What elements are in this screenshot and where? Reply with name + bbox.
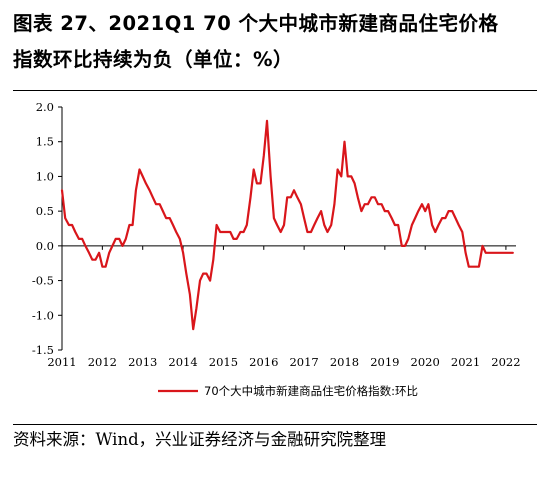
- y-tick-label: 0.5: [36, 204, 54, 218]
- top-rule: [13, 90, 537, 91]
- legend-label: 70个大中城市新建商品住宅价格指数:环比: [204, 384, 418, 398]
- x-tick-label: 2018: [330, 355, 359, 369]
- x-tick-label: 2016: [249, 355, 278, 369]
- source-note: 资料来源：Wind，兴业证券经济与金融研究院整理: [13, 430, 387, 449]
- title-line-1: 图表 27、2021Q1 70 个大中城市新建商品住宅价格: [13, 12, 499, 35]
- x-tick-label: 2017: [289, 355, 318, 369]
- x-tick-label: 2013: [128, 355, 157, 369]
- x-tick-label: 2014: [168, 355, 197, 369]
- bottom-rule: [13, 424, 537, 425]
- y-tick-label: -0.5: [32, 274, 54, 288]
- y-tick-label: 0.0: [36, 239, 54, 253]
- x-tick-label: 2019: [370, 355, 399, 369]
- series-line: [60, 119, 514, 331]
- x-tick-label: 2011: [47, 355, 76, 369]
- chart-title: 图表 27、2021Q1 70 个大中城市新建商品住宅价格 指数环比持续为负（单…: [13, 6, 543, 78]
- y-tick-label: -1.5: [32, 343, 54, 357]
- series-layer: [60, 119, 514, 331]
- chart-legend: 70个大中城市新建商品住宅价格指数:环比: [158, 384, 418, 398]
- x-tick-label: 2015: [209, 355, 238, 369]
- x-tick-label: 2012: [88, 355, 117, 369]
- y-tick-label: 1.0: [36, 169, 54, 183]
- x-tick-label: 2021: [451, 355, 480, 369]
- y-tick-label: 1.5: [36, 135, 54, 149]
- y-tick-label: -1.0: [32, 308, 54, 322]
- x-tick-label: 2022: [491, 355, 520, 369]
- y-tick-label: 2.0: [36, 100, 54, 114]
- title-line-2: 指数环比持续为负（单位：%）: [13, 48, 294, 71]
- x-tick-label: 2020: [411, 355, 440, 369]
